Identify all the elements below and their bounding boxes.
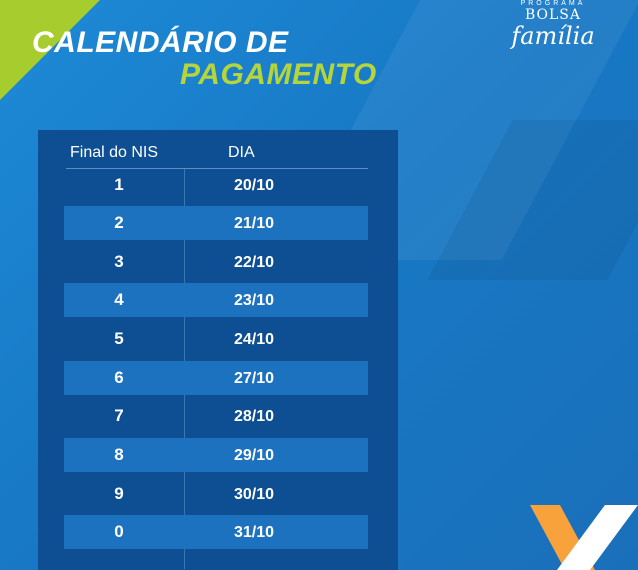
- nis-cell: 7: [114, 406, 124, 425]
- table-row: 9 30/10: [64, 477, 368, 511]
- caixa-x-logo: [530, 505, 638, 570]
- bolsa-familia-logo: PROGRAMA BOLSA família: [498, 0, 608, 60]
- table-row: 5 24/10: [64, 322, 368, 356]
- dia-cell: 28/10: [234, 408, 275, 425]
- nis-cell: 2: [114, 213, 124, 232]
- logo-top-text: PROGRAMA: [520, 0, 586, 7]
- payment-table: Final do NIS DIA 1 20/10 2 21/10 3 22/10…: [38, 130, 398, 570]
- dia-cell: 21/10: [234, 215, 275, 232]
- table-row: 1 20/10: [64, 168, 368, 202]
- page-subtitle: PAGAMENTO: [180, 58, 377, 91]
- nis-cell: 6: [114, 368, 124, 387]
- dia-cell: 27/10: [234, 370, 275, 387]
- table-row: 7 28/10: [64, 399, 368, 433]
- dia-cell: 29/10: [234, 447, 275, 464]
- table-row: 2 21/10: [64, 206, 368, 240]
- dia-cell: 31/10: [234, 524, 275, 541]
- dia-cell: 23/10: [234, 292, 275, 309]
- table-row: 4 23/10: [64, 283, 368, 317]
- logo-mid-text: BOLSA: [524, 7, 582, 23]
- header-nis: Final do NIS: [70, 144, 159, 161]
- dia-cell: 30/10: [234, 486, 275, 503]
- dia-cell: 20/10: [234, 177, 275, 194]
- table-row: 0 31/10: [64, 515, 368, 549]
- nis-cell: 3: [114, 252, 124, 271]
- nis-cell: 1: [114, 175, 124, 194]
- nis-cell: 0: [114, 522, 124, 541]
- table-row: 8 29/10: [64, 438, 368, 472]
- table-header: Final do NIS DIA: [38, 140, 398, 166]
- nis-cell: 8: [114, 445, 124, 464]
- logo-script-text: família: [511, 22, 595, 50]
- logo-x-white-stroke: [557, 505, 638, 570]
- table-row: 3 22/10: [64, 245, 368, 279]
- dia-cell: 24/10: [234, 331, 275, 348]
- header-divider: [66, 168, 368, 169]
- table-row: 6 27/10: [64, 361, 368, 395]
- nis-cell: 9: [114, 484, 124, 503]
- dia-cell: 22/10: [234, 254, 275, 271]
- nis-cell: 5: [114, 329, 124, 348]
- corner-accent: [0, 0, 100, 100]
- page-title: CALENDÁRIO DE: [32, 26, 289, 59]
- header-dia: DIA: [228, 144, 255, 161]
- nis-cell: 4: [114, 290, 124, 309]
